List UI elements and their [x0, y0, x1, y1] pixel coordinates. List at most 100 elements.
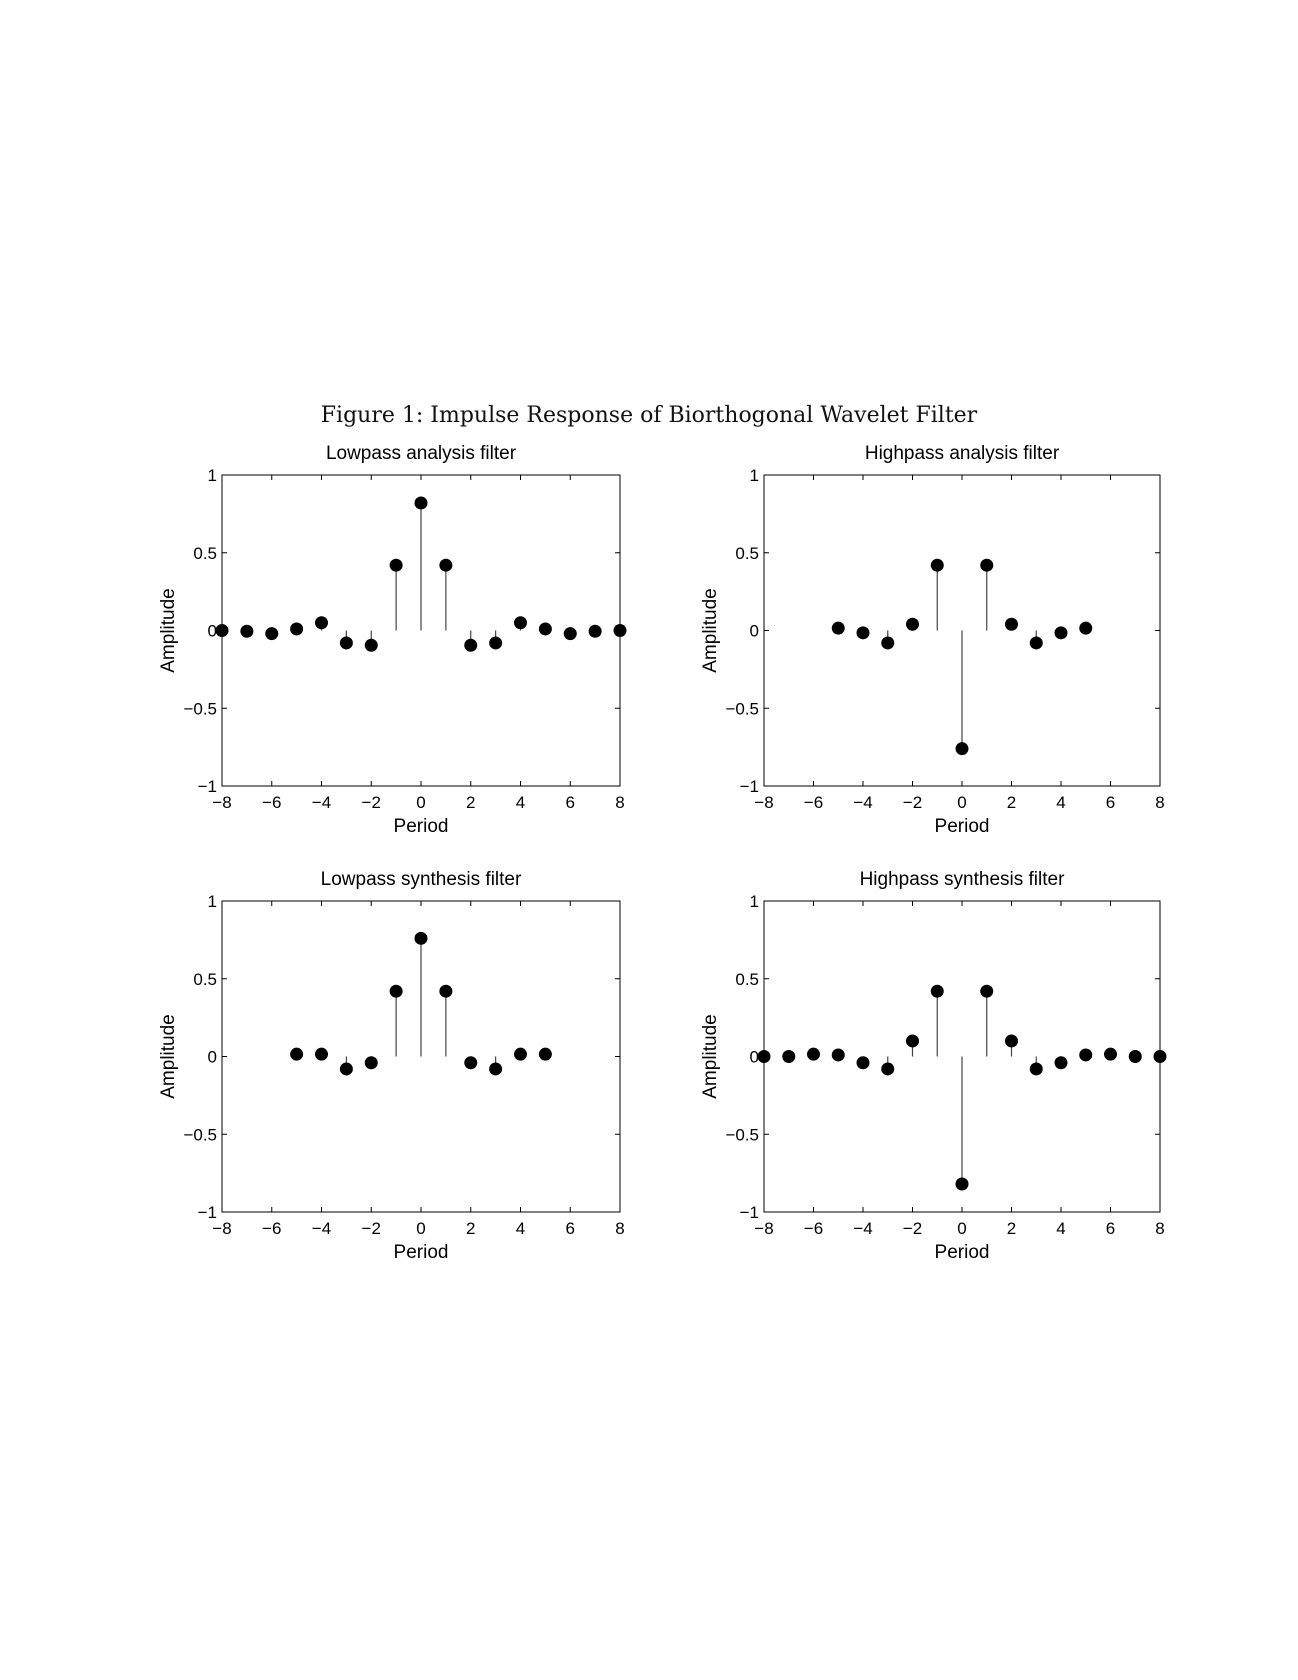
stem-marker — [489, 636, 503, 650]
stem-marker — [930, 558, 944, 572]
x-tick-label: 2 — [1007, 793, 1016, 812]
stem-marker — [1029, 636, 1043, 650]
stem-marker — [1029, 1062, 1043, 1076]
stem-marker — [757, 1050, 771, 1063]
chart-title: Lowpass synthesis filter — [321, 869, 522, 890]
y-tick-label: 1 — [208, 892, 217, 911]
x-tick-label: 8 — [615, 1219, 624, 1238]
x-tick-label: −6 — [804, 1219, 823, 1238]
stem-marker — [980, 558, 994, 572]
x-axis-label: Period — [935, 1242, 990, 1263]
y-tick-label: −0.5 — [725, 699, 759, 718]
stem-marker — [881, 1062, 895, 1076]
x-tick-label: −2 — [362, 1219, 381, 1238]
x-tick-label: −2 — [362, 793, 381, 812]
stem-marker — [464, 1056, 478, 1070]
y-tick-label: 1 — [750, 892, 759, 911]
stem-marker — [1005, 617, 1018, 631]
stem-marker — [389, 984, 403, 998]
x-tick-label: 8 — [1155, 793, 1164, 812]
y-tick-label: −1 — [740, 777, 759, 796]
x-tick-label: −4 — [312, 793, 331, 812]
stem-marker — [906, 1034, 919, 1048]
x-tick-label: 8 — [1155, 1219, 1164, 1238]
x-tick-label: −4 — [853, 793, 872, 812]
stem-marker — [1153, 1050, 1167, 1063]
chart-title: Lowpass analysis filter — [326, 443, 517, 464]
stem-marker — [364, 638, 378, 652]
x-tick-label: −6 — [804, 793, 823, 812]
x-tick-label: 0 — [957, 793, 966, 812]
stem-marker — [538, 1047, 552, 1061]
chart-2: Highpass analysis filter −8 −6 −4 −2 0 2 4 6 8 −1 −… — [700, 443, 1165, 837]
x-tick-label: 8 — [615, 793, 624, 812]
stem-marker — [1054, 626, 1068, 640]
stem-marker — [906, 617, 919, 631]
x-tick-label: 6 — [1106, 793, 1115, 812]
y-tick-label: 0 — [750, 1048, 759, 1067]
stem-marker — [215, 624, 229, 637]
x-axis-label: Period — [394, 816, 449, 837]
x-tick-label: −4 — [853, 1219, 872, 1238]
y-tick-label: −1 — [198, 777, 217, 796]
x-tick-label: 4 — [1056, 1219, 1065, 1238]
x-tick-label: 0 — [416, 1219, 425, 1238]
stem-marker — [1054, 1056, 1068, 1070]
stem-marker — [782, 1050, 796, 1063]
x-tick-label: −8 — [212, 793, 231, 812]
x-tick-label: 0 — [416, 793, 425, 812]
stem-marker — [831, 621, 845, 635]
y-tick-label: 0.5 — [193, 970, 217, 989]
y-tick-label: 0 — [208, 622, 217, 641]
x-tick-label: −2 — [903, 1219, 922, 1238]
stem-marker — [831, 1048, 845, 1062]
x-tick-label: 4 — [516, 793, 525, 812]
stem-marker — [240, 624, 254, 638]
y-tick-label: 1 — [750, 466, 759, 485]
stem-marker — [315, 1047, 328, 1061]
stem-marker — [930, 984, 944, 998]
stem-marker — [265, 627, 279, 641]
stem-marker — [538, 622, 552, 636]
stem-marker — [389, 558, 403, 572]
x-tick-label: −4 — [312, 1219, 331, 1238]
stem-marker — [856, 1056, 870, 1070]
figure-caption: Figure 1: Impulse Response of Biorthogon… — [320, 403, 978, 428]
chart-1: Lowpass analysis filter −8 −6 −4 −2 0 2 4 6 8 −1 −0… — [158, 443, 627, 837]
x-tick-label: −8 — [754, 1219, 773, 1238]
stem-marker — [439, 558, 453, 572]
stem-marker — [414, 496, 428, 510]
y-tick-label: −0.5 — [183, 1125, 217, 1144]
x-tick-label: −8 — [754, 793, 773, 812]
stem-marker — [439, 984, 453, 998]
y-tick-label: −1 — [740, 1203, 759, 1222]
x-tick-label: 6 — [566, 793, 575, 812]
stem-marker — [955, 742, 969, 756]
x-axis-label: Period — [394, 1242, 449, 1263]
stem-marker — [856, 626, 870, 640]
y-tick-label: 0.5 — [735, 544, 759, 563]
x-tick-label: 4 — [1056, 793, 1065, 812]
stem-marker — [807, 1047, 820, 1061]
x-tick-label: 4 — [516, 1219, 525, 1238]
stem-marker — [315, 616, 328, 630]
y-tick-label: −0.5 — [725, 1125, 759, 1144]
x-tick-label: 6 — [1106, 1219, 1115, 1238]
chart-title: Highpass synthesis filter — [860, 869, 1066, 890]
stem-marker — [613, 624, 627, 637]
stem-marker — [1005, 1034, 1018, 1048]
stem-marker — [980, 984, 994, 998]
y-tick-label: −1 — [198, 1203, 217, 1222]
y-axis-label: Amplitude — [700, 1014, 721, 1099]
x-tick-label: −2 — [903, 793, 922, 812]
x-tick-label: 0 — [957, 1219, 966, 1238]
y-axis-label: Amplitude — [158, 588, 179, 673]
y-axis-label: Amplitude — [700, 588, 721, 673]
chart-3: Lowpass synthesis filter −8 −6 −4 −2 0 2 4 6 8 −1 −… — [158, 869, 625, 1263]
stem-marker — [414, 931, 428, 945]
stem-marker — [364, 1056, 378, 1070]
x-tick-label: −8 — [212, 1219, 231, 1238]
x-tick-label: 2 — [466, 793, 475, 812]
y-tick-label: 1 — [208, 466, 217, 485]
